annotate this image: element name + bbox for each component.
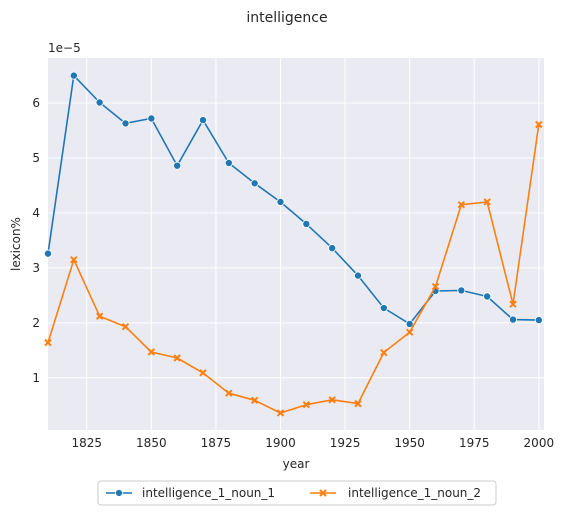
series-1-point-1950 [405, 319, 414, 328]
y-tick-label-3: 4 [32, 206, 40, 220]
series-1-point-1970 [457, 286, 466, 295]
series-2-point-1820 [70, 255, 78, 264]
series-1-point-1930 [353, 271, 362, 280]
series-2-point-1980 [483, 198, 491, 206]
x-tick-label-1: 1850 [136, 436, 167, 450]
series-1-point-1990 [508, 315, 517, 324]
x-tick-labels: 1825 1850 1875 1900 1925 1950 1975 2000 [71, 436, 554, 450]
series-2-point-1940 [380, 348, 388, 357]
grid-lines [48, 58, 544, 430]
series-layer [44, 71, 543, 417]
series-line-2 [47, 124, 540, 414]
x-axis-label: year [283, 457, 310, 471]
series-line-1 [47, 74, 539, 325]
series-1-point-1920 [328, 244, 337, 253]
series-2-point-1950 [405, 328, 414, 336]
y-tick-label-4: 5 [32, 151, 40, 165]
series-2-point-1990 [509, 300, 517, 308]
y-tick-label-1: 2 [32, 316, 40, 330]
series-2-point-1870 [199, 369, 207, 377]
chart-title: intelligence [246, 10, 327, 26]
legend-frame [97, 480, 497, 506]
y-axis-offset-label: 1e−5 [48, 41, 81, 55]
x-tick-label-7: 2000 [524, 436, 555, 450]
series-2-point-1900 [276, 409, 285, 417]
series-1-point-1820 [69, 71, 78, 80]
series-2-point-1930 [354, 399, 362, 408]
series-2-point-1970 [457, 201, 466, 209]
legend: intelligence_1_noun_1 intelligence_1_nou… [97, 480, 497, 506]
series-2-point-1910 [302, 401, 311, 409]
legend-entry-1: intelligence_1_noun_1 [106, 486, 275, 500]
y-axis-label: lexicon% [9, 217, 23, 271]
series-1-point-1940 [379, 304, 388, 313]
x-tick-label-3: 1900 [265, 436, 296, 450]
series-2-point-1810 [44, 338, 52, 347]
series-1-point-1880 [224, 158, 233, 167]
series-1-point-1860 [173, 161, 182, 170]
x-tick-label-2: 1875 [201, 436, 232, 450]
series-2-point-1960 [431, 282, 440, 291]
x-tick-label-5: 1950 [394, 436, 425, 450]
x-tick-label-0: 1825 [71, 436, 102, 450]
x-tick-label-4: 1925 [330, 436, 361, 450]
legend-marker-1 [115, 489, 123, 497]
x-tick-label-6: 1975 [459, 436, 490, 450]
series-2-point-1860 [173, 354, 181, 362]
y-tick-labels: 1 2 3 4 5 6 [32, 96, 40, 385]
plot-area [48, 58, 544, 430]
series-2-point-1830 [95, 312, 104, 320]
y-tick-label-2: 3 [32, 261, 40, 275]
series-1-point-1810 [44, 249, 53, 258]
series-1-point-1910 [302, 219, 311, 228]
series-2-point-1890 [250, 396, 259, 405]
series-2-point-1850 [147, 348, 156, 356]
series-1-point-2000 [534, 316, 543, 325]
series-2-point-1880 [225, 389, 233, 397]
series-1-point-1830 [95, 98, 104, 107]
legend-marker-2 [319, 489, 327, 497]
series-2-point-1840 [121, 322, 130, 331]
y-tick-label-0: 1 [32, 371, 40, 385]
series-2-point-1920 [328, 396, 336, 404]
series-1-point-1900 [276, 197, 285, 206]
legend-entry-2: intelligence_1_noun_2 [310, 486, 481, 500]
series-2-point-2000 [535, 120, 543, 129]
series-1-point-1850 [147, 114, 156, 123]
series-1-point-1870 [198, 116, 207, 125]
series-1-point-1980 [483, 292, 492, 301]
legend-label-2: intelligence_1_noun_2 [348, 486, 481, 500]
series-1-point-1890 [250, 179, 259, 188]
y-tick-label-5: 6 [32, 96, 40, 110]
series-1-point-1840 [121, 119, 130, 128]
legend-label-1: intelligence_1_noun_1 [142, 486, 275, 500]
